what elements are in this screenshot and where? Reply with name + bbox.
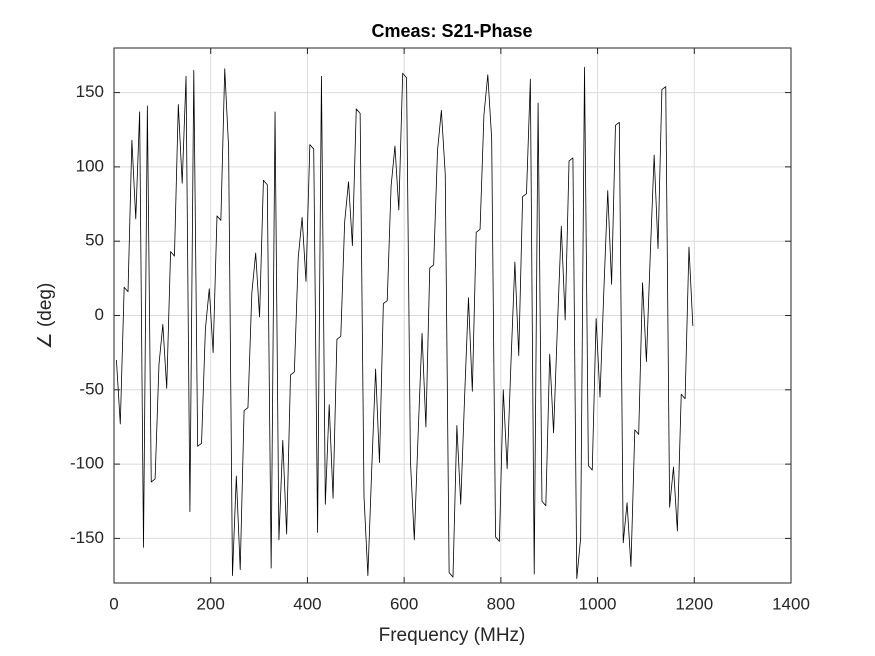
x-tick-label: 1400 — [772, 594, 810, 613]
y-tick-label: -100 — [70, 454, 104, 473]
x-tick-label: 600 — [390, 594, 418, 613]
x-tick-label: 0 — [109, 594, 118, 613]
y-tick-label: 150 — [76, 82, 104, 101]
x-tick-label: 200 — [197, 594, 225, 613]
plot-lines — [116, 66, 694, 579]
x-tick-label: 400 — [293, 594, 321, 613]
x-tick-label: 800 — [487, 594, 515, 613]
y-axis-label: ∠ (deg) — [35, 283, 56, 350]
data-line — [116, 66, 694, 579]
y-tick-label: -150 — [70, 528, 104, 547]
y-tick-label: 50 — [85, 231, 104, 250]
y-tick-label: 0 — [95, 305, 104, 324]
x-tick-label: 1000 — [579, 594, 617, 613]
chart-title: Cmeas: S21-Phase — [371, 21, 532, 41]
x-tick-label: 1200 — [675, 594, 713, 613]
y-tick-label: -50 — [79, 379, 104, 398]
y-tick-label: 100 — [76, 156, 104, 175]
x-axis-label: Frequency (MHz) — [379, 625, 526, 646]
ticks: 0 200 400 600 800 1000 1200 1400 -150 -100 -50 0 50 1… — [70, 48, 810, 613]
